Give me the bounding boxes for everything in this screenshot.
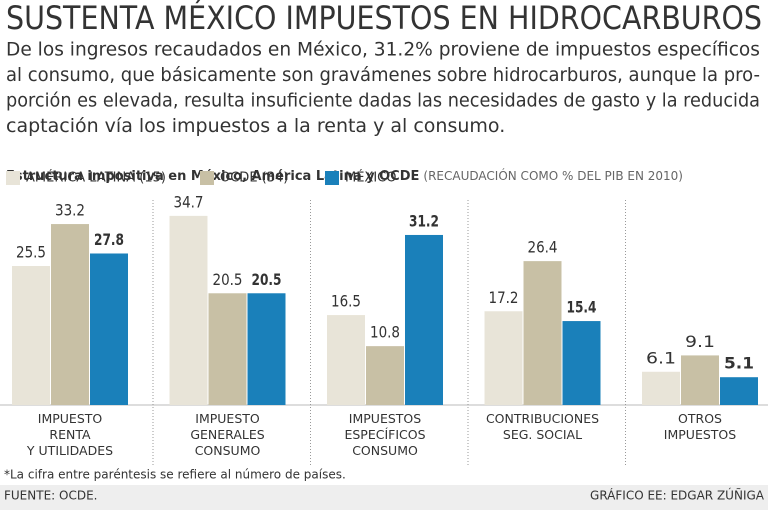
bar (720, 377, 758, 405)
bar (366, 346, 404, 405)
category-label-line: OTROS (678, 411, 722, 426)
bar (523, 261, 562, 405)
bar (12, 266, 50, 405)
category-label-line: CONSUMO (195, 443, 261, 458)
value-label: 10.8 (370, 323, 400, 342)
value-label: 6.1 (646, 348, 676, 367)
category-label-line: GENERALES (190, 427, 264, 442)
value-label: 9.1 (685, 332, 715, 351)
value-label: 5.1 (724, 354, 754, 373)
category-label: IMPUESTO RENTA Y UTILIDADES (26, 411, 113, 458)
category-label-line: IMPUESTOS (664, 427, 736, 442)
intro-line: captación vía los impuestos a la renta y… (6, 115, 505, 137)
credit: GRÁFICO EE: EDGAR ZÚÑIGA (590, 488, 765, 503)
bar (208, 293, 247, 405)
bar (562, 321, 601, 405)
value-label: 27.8 (94, 230, 124, 249)
value-label: 20.5 (252, 270, 282, 289)
legend-label: MÉXICO (345, 170, 396, 186)
category-label-line: ESPECÍFICOS (344, 427, 425, 442)
value-label: 25.5 (16, 243, 46, 262)
bar (327, 315, 365, 405)
category-label: IMPUESTOS ESPECÍFICOS CONSUMO (344, 411, 425, 458)
category-label: IMPUESTO GENERALES CONSUMO (190, 411, 264, 458)
category-label: CONTRIBUCIONES SEG. SOCIAL (486, 411, 599, 442)
intro-line: porción es elevada, resulta insuficiente… (6, 90, 760, 112)
value-label: 33.2 (55, 201, 85, 220)
category-label-line: IMPUESTO (38, 411, 103, 426)
bar (51, 224, 89, 405)
bar (681, 355, 719, 405)
value-label: 20.5 (213, 270, 243, 289)
bar (169, 215, 208, 405)
subtitle-note: (RECAUDACIÓN COMO % DEL PIB EN 2010) (423, 168, 683, 183)
value-label: 26.4 (528, 238, 558, 257)
category-label: OTROS IMPUESTOS (664, 411, 736, 442)
value-label: 17.2 (489, 288, 519, 307)
value-label: 34.7 (174, 192, 204, 211)
value-label: 16.5 (331, 292, 361, 311)
category-label-line: RENTA (49, 427, 91, 442)
category-label-line: Y UTILIDADES (26, 443, 113, 458)
value-label: 31.2 (409, 211, 439, 230)
category-label-line: IMPUESTO (195, 411, 260, 426)
chart-title: SUSTENTA MÉXICO IMPUESTOS EN HIDROCARBUR… (6, 0, 762, 37)
legend-swatch (325, 171, 339, 185)
legend-label: OCDE (34) (220, 171, 288, 186)
legend-swatch (200, 171, 214, 185)
bar (642, 371, 680, 405)
category-label-line: CONSUMO (352, 443, 418, 458)
value-label: 15.4 (567, 298, 597, 317)
intro-line: De los ingresos recaudados en México, 31… (6, 39, 760, 61)
bar (405, 234, 443, 405)
category-label-line: CONTRIBUCIONES (486, 411, 599, 426)
bar (247, 293, 286, 405)
footer-band (0, 485, 768, 510)
footnote: *La cifra entre paréntesis se refiere al… (4, 468, 346, 482)
bar (90, 253, 128, 405)
intro-line: al consumo, que básicamente son gravámen… (6, 64, 760, 86)
bar (484, 311, 523, 405)
legend-label: AMÉRICA LATINA (15) (26, 170, 166, 186)
category-label-line: IMPUESTOS (349, 411, 421, 426)
legend-swatch (6, 171, 20, 185)
category-label-line: SEG. SOCIAL (503, 427, 582, 442)
source: FUENTE: OCDE. (4, 489, 97, 503)
